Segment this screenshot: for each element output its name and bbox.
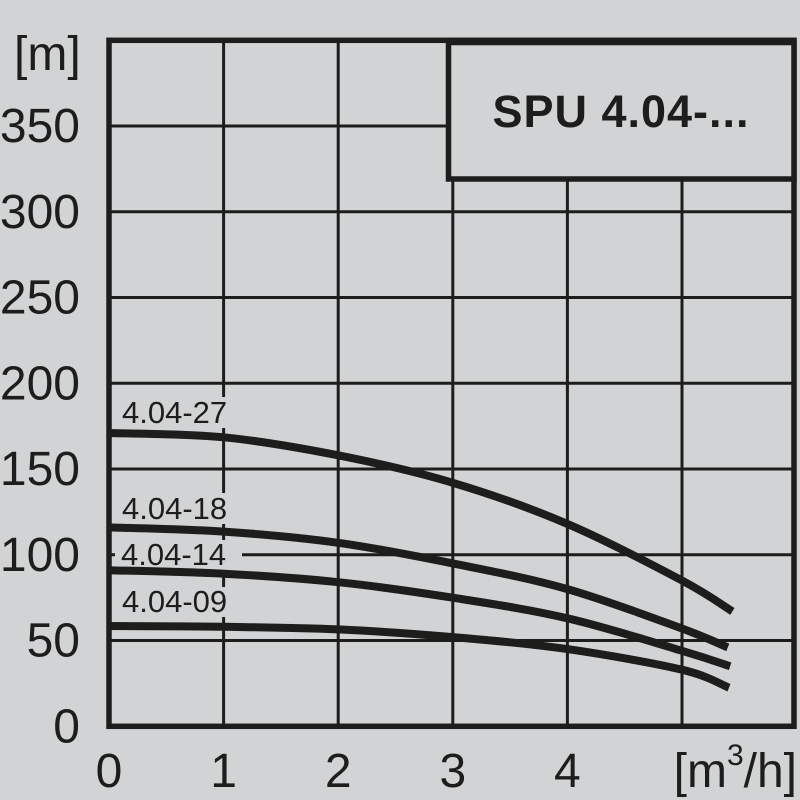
curve-4-04-14	[108, 566, 732, 671]
curve-label-group: 4.04-18	[116, 491, 242, 526]
curve-label-mask	[115, 540, 242, 570]
curve-label-text: 4.04-27	[122, 395, 227, 430]
curve-label-group: 4.04-09	[116, 584, 242, 619]
x-tick-label: 0	[96, 745, 123, 798]
curve-4-04-18	[108, 523, 730, 652]
curve-labels: 4.04-27 4.04-18 4.04-14 4.04-09	[115, 395, 242, 619]
curve-label-mask	[116, 493, 242, 524]
y-tick-label: 300	[0, 186, 80, 239]
curve-label-group: 4.04-27	[116, 395, 242, 430]
chart-title: SPU 4.04-...	[492, 86, 749, 137]
x-unit-superscript: 3	[727, 739, 744, 772]
curve-label-mask	[116, 587, 242, 617]
axis-tick-labels: 0 50 100 150 200 250 300 350 0 1 2 3 4	[0, 100, 581, 798]
x-tick-label: 1	[210, 745, 237, 798]
title-box: SPU 4.04-...	[445, 39, 797, 182]
x-unit-rest: /h]	[744, 745, 797, 798]
y-tick-label: 50	[27, 615, 80, 668]
curve-label-group: 4.04-14	[115, 537, 242, 572]
y-tick-label: 250	[0, 272, 80, 325]
pump-curves	[108, 429, 735, 692]
y-tick-label: 200	[0, 357, 80, 410]
curve-4-04-27	[108, 429, 735, 615]
x-axis-unit: [m3/h]	[674, 739, 797, 798]
curve-label-text: 4.04-14	[121, 537, 226, 572]
x-tick-label: 4	[554, 745, 581, 798]
x-unit-base: [m	[674, 745, 727, 798]
x-tick-label: 3	[439, 745, 466, 798]
y-tick-label: 100	[0, 529, 80, 582]
curve-label-text: 4.04-18	[122, 491, 227, 526]
curve-label-mask	[116, 397, 242, 428]
y-tick-label: 0	[53, 700, 80, 753]
title-box-rect	[445, 39, 797, 182]
y-tick-label: 350	[0, 100, 80, 153]
curve-4-04-09	[108, 622, 731, 692]
y-axis-unit: [m]	[14, 28, 81, 81]
y-tick-label: 150	[0, 443, 80, 496]
curve-label-text: 4.04-09	[122, 584, 227, 619]
x-tick-label: 2	[325, 745, 352, 798]
